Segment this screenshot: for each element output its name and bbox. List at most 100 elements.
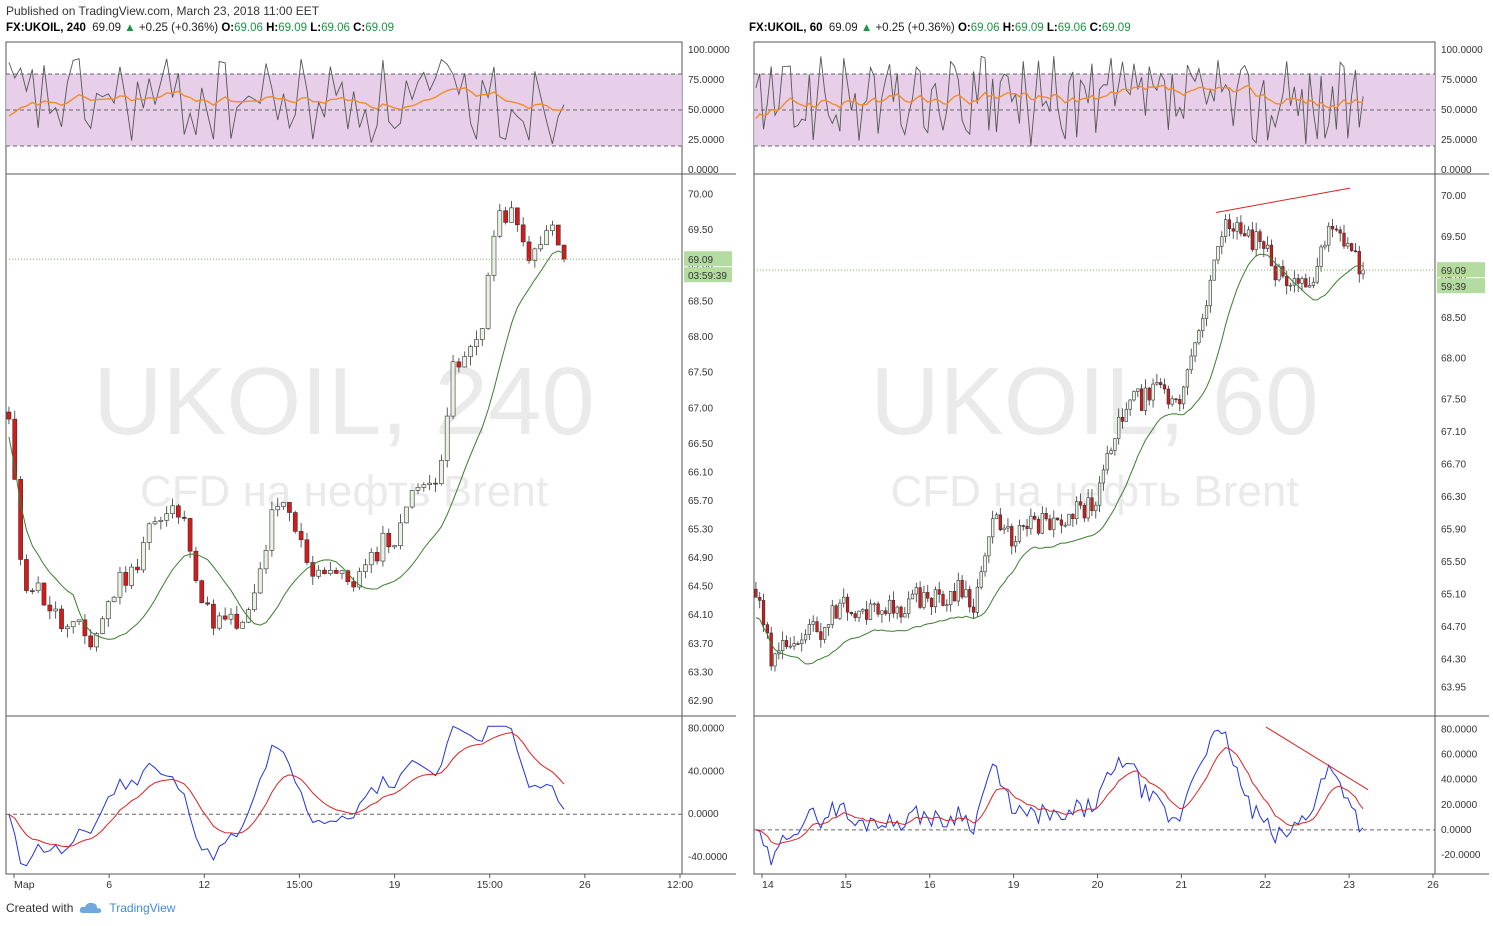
candle-body <box>339 570 345 574</box>
candle-body <box>193 550 199 581</box>
right-chart-svg[interactable]: 100.0000 75.0000 50.0000 25.0000 0.0000 70.00… <box>748 22 1493 894</box>
candle-body <box>1296 278 1300 284</box>
moving-average-line <box>8 250 565 640</box>
candle-body <box>275 506 281 511</box>
candle-body <box>1361 269 1365 275</box>
candle-body <box>65 626 70 630</box>
candle-body <box>1243 233 1247 237</box>
price-tick-label: 65.50 <box>1441 557 1466 568</box>
candle-body <box>929 597 934 608</box>
candle-body <box>975 586 980 613</box>
up-triangle-icon: ▲ <box>124 22 136 34</box>
candle-body <box>1189 355 1193 371</box>
candle-body <box>941 594 945 606</box>
osc-tick-label: 80.0000 <box>688 723 725 734</box>
candle-body <box>47 604 53 612</box>
candle-body <box>765 624 770 634</box>
candle-body <box>861 609 865 612</box>
candle-body <box>1075 501 1079 520</box>
rsi-tick-label: 50.0000 <box>1441 105 1478 116</box>
candle-body <box>949 591 953 606</box>
candle-body <box>876 603 880 615</box>
right-symbol[interactable]: FX:UKOIL, 60 <box>749 22 823 34</box>
candle-body <box>164 513 170 521</box>
candle-body <box>1017 525 1022 542</box>
candle-body <box>968 589 972 608</box>
candle-body <box>819 631 823 640</box>
candle-body <box>823 627 827 640</box>
published-header: Published on TradingView.com, March 23, … <box>6 4 320 18</box>
rsi-ma-line <box>755 84 1364 120</box>
candle-body <box>1208 279 1212 307</box>
candle-body <box>514 207 520 226</box>
candle-body <box>857 610 861 618</box>
candle-body <box>1082 504 1086 519</box>
candle-body <box>1139 388 1144 411</box>
candle-body <box>1346 243 1350 247</box>
candle-body <box>555 224 561 246</box>
price-tick-label: 66.70 <box>1441 459 1466 470</box>
up-triangle-icon: ▲ <box>860 22 873 34</box>
x-tick-label: 23 <box>1343 879 1355 891</box>
x-tick-label: 22 <box>1259 879 1271 891</box>
left-chart-svg[interactable]: 100.0000 75.0000 50.0000 25.0000 0.0000 70.00… <box>0 22 740 894</box>
price-tick-label: 64.70 <box>1441 622 1466 633</box>
rsi-tick-label: 0.0000 <box>1441 165 1472 176</box>
candle-body <box>1254 231 1258 250</box>
candle-body <box>479 328 485 340</box>
candle-body <box>1265 244 1270 249</box>
candle-body <box>322 569 327 574</box>
candle-body <box>450 361 456 417</box>
candle-body <box>761 600 766 625</box>
candle-body <box>439 460 444 484</box>
candle-body <box>1002 527 1006 531</box>
x-tick-label: 26 <box>579 879 591 891</box>
footer-brand-link[interactable]: TradingView <box>109 901 176 915</box>
candle-body <box>532 248 538 261</box>
candle-body <box>1063 524 1067 527</box>
price-tick-label: 66.10 <box>688 468 713 479</box>
candle-body <box>1006 526 1010 529</box>
candle-body <box>815 621 819 632</box>
candle-body <box>392 545 397 548</box>
candle-body <box>24 559 29 591</box>
price-tick-label: 67.10 <box>1441 427 1466 438</box>
candle-body <box>509 207 514 223</box>
x-tick-label: 16 <box>924 879 936 891</box>
candle-body <box>991 518 995 538</box>
candle-body <box>1033 515 1037 520</box>
candle-body <box>252 592 257 611</box>
candle-body <box>1155 382 1159 385</box>
candle-body <box>1086 497 1090 519</box>
candle-body <box>152 521 158 525</box>
candle-body <box>803 634 808 641</box>
candle-body <box>222 615 228 620</box>
x-tick-label: 14 <box>762 879 774 891</box>
right-symbol-title: FX:UKOIL, 60 69.09 ▲ +0.25 (+0.36%) O:69… <box>749 22 1131 34</box>
divergence-line-osc <box>1265 726 1369 791</box>
candle-body <box>1246 229 1251 237</box>
candle-body <box>374 552 380 562</box>
left-symbol[interactable]: FX:UKOIL, 240 <box>6 22 86 34</box>
candle-body <box>1315 266 1319 283</box>
x-tick-label: Мар <box>14 879 35 891</box>
candle-body <box>35 582 41 592</box>
candle-body <box>926 592 930 599</box>
x-tick-label: 19 <box>389 879 401 891</box>
price-tick-label: 66.30 <box>1441 492 1466 503</box>
x-tick-label: 15 <box>840 879 852 891</box>
candle-body <box>1342 232 1346 247</box>
candle-body <box>1227 219 1232 230</box>
candle-body <box>1212 259 1216 281</box>
candle-body <box>998 514 1002 531</box>
candle-body <box>491 235 497 276</box>
candle-body <box>1220 236 1224 247</box>
price-tick-label: 65.90 <box>1441 524 1466 535</box>
candle-body <box>1117 417 1121 439</box>
candle-body <box>1094 504 1098 512</box>
candle-body <box>994 514 999 519</box>
price-tick-label: 70.00 <box>688 189 713 200</box>
candle-body <box>830 605 834 625</box>
candle-body <box>769 632 773 667</box>
candle-body <box>199 580 205 604</box>
